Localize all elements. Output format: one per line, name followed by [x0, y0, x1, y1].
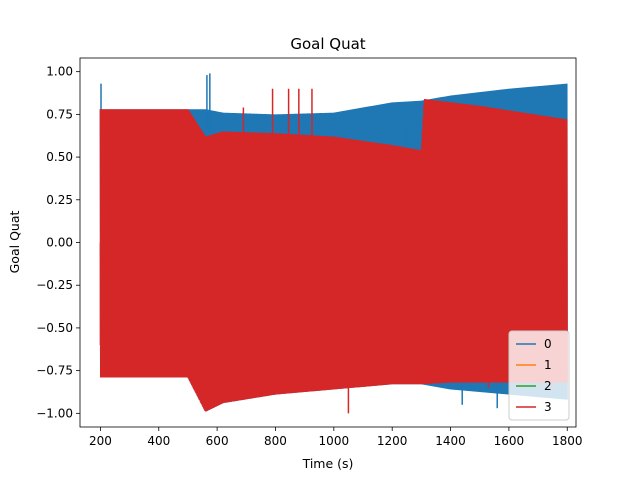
y-tick-label: −0.75: [36, 364, 73, 378]
chart-title: Goal Quat: [290, 35, 365, 53]
series-3-line: [99, 99, 568, 412]
legend: 0 1 2 3: [508, 330, 570, 421]
plot-area: [99, 73, 568, 414]
y-axis-label: Goal Quat: [7, 211, 22, 274]
x-tick-label: 600: [206, 434, 229, 448]
y-tick-label: −0.25: [36, 278, 73, 292]
legend-label-3: 3: [544, 400, 552, 414]
y-tick-label: 0.50: [46, 150, 73, 164]
legend-label-0: 0: [544, 337, 552, 351]
y-tick-label: −0.50: [36, 321, 73, 335]
x-tick-label: 400: [147, 434, 170, 448]
x-tick-label: 1800: [552, 434, 583, 448]
x-tick-label: 1200: [377, 434, 408, 448]
x-tick-label: 1000: [319, 434, 350, 448]
x-axis: 200 400 600 800 1000 1200 1400 1600 1800: [89, 427, 583, 448]
x-tick-label: 200: [89, 434, 112, 448]
series-3: [99, 88, 568, 414]
y-tick-label: 0.75: [46, 107, 73, 121]
y-tick-label: −1.00: [36, 406, 73, 420]
x-tick-label: 1600: [494, 434, 525, 448]
y-tick-label: 0.00: [46, 236, 73, 250]
x-tick-label: 1400: [435, 434, 466, 448]
x-axis-label: Time (s): [302, 456, 354, 471]
legend-label-1: 1: [544, 358, 552, 372]
legend-label-2: 2: [544, 379, 552, 393]
y-axis: −1.00 −0.75 −0.50 −0.25 0.00 0.25 0.50 0.75 1.00: [36, 65, 80, 420]
x-tick-label: 800: [264, 434, 287, 448]
y-tick-label: 1.00: [46, 65, 73, 79]
y-tick-label: 0.25: [46, 193, 73, 207]
legend-box: [508, 330, 570, 421]
